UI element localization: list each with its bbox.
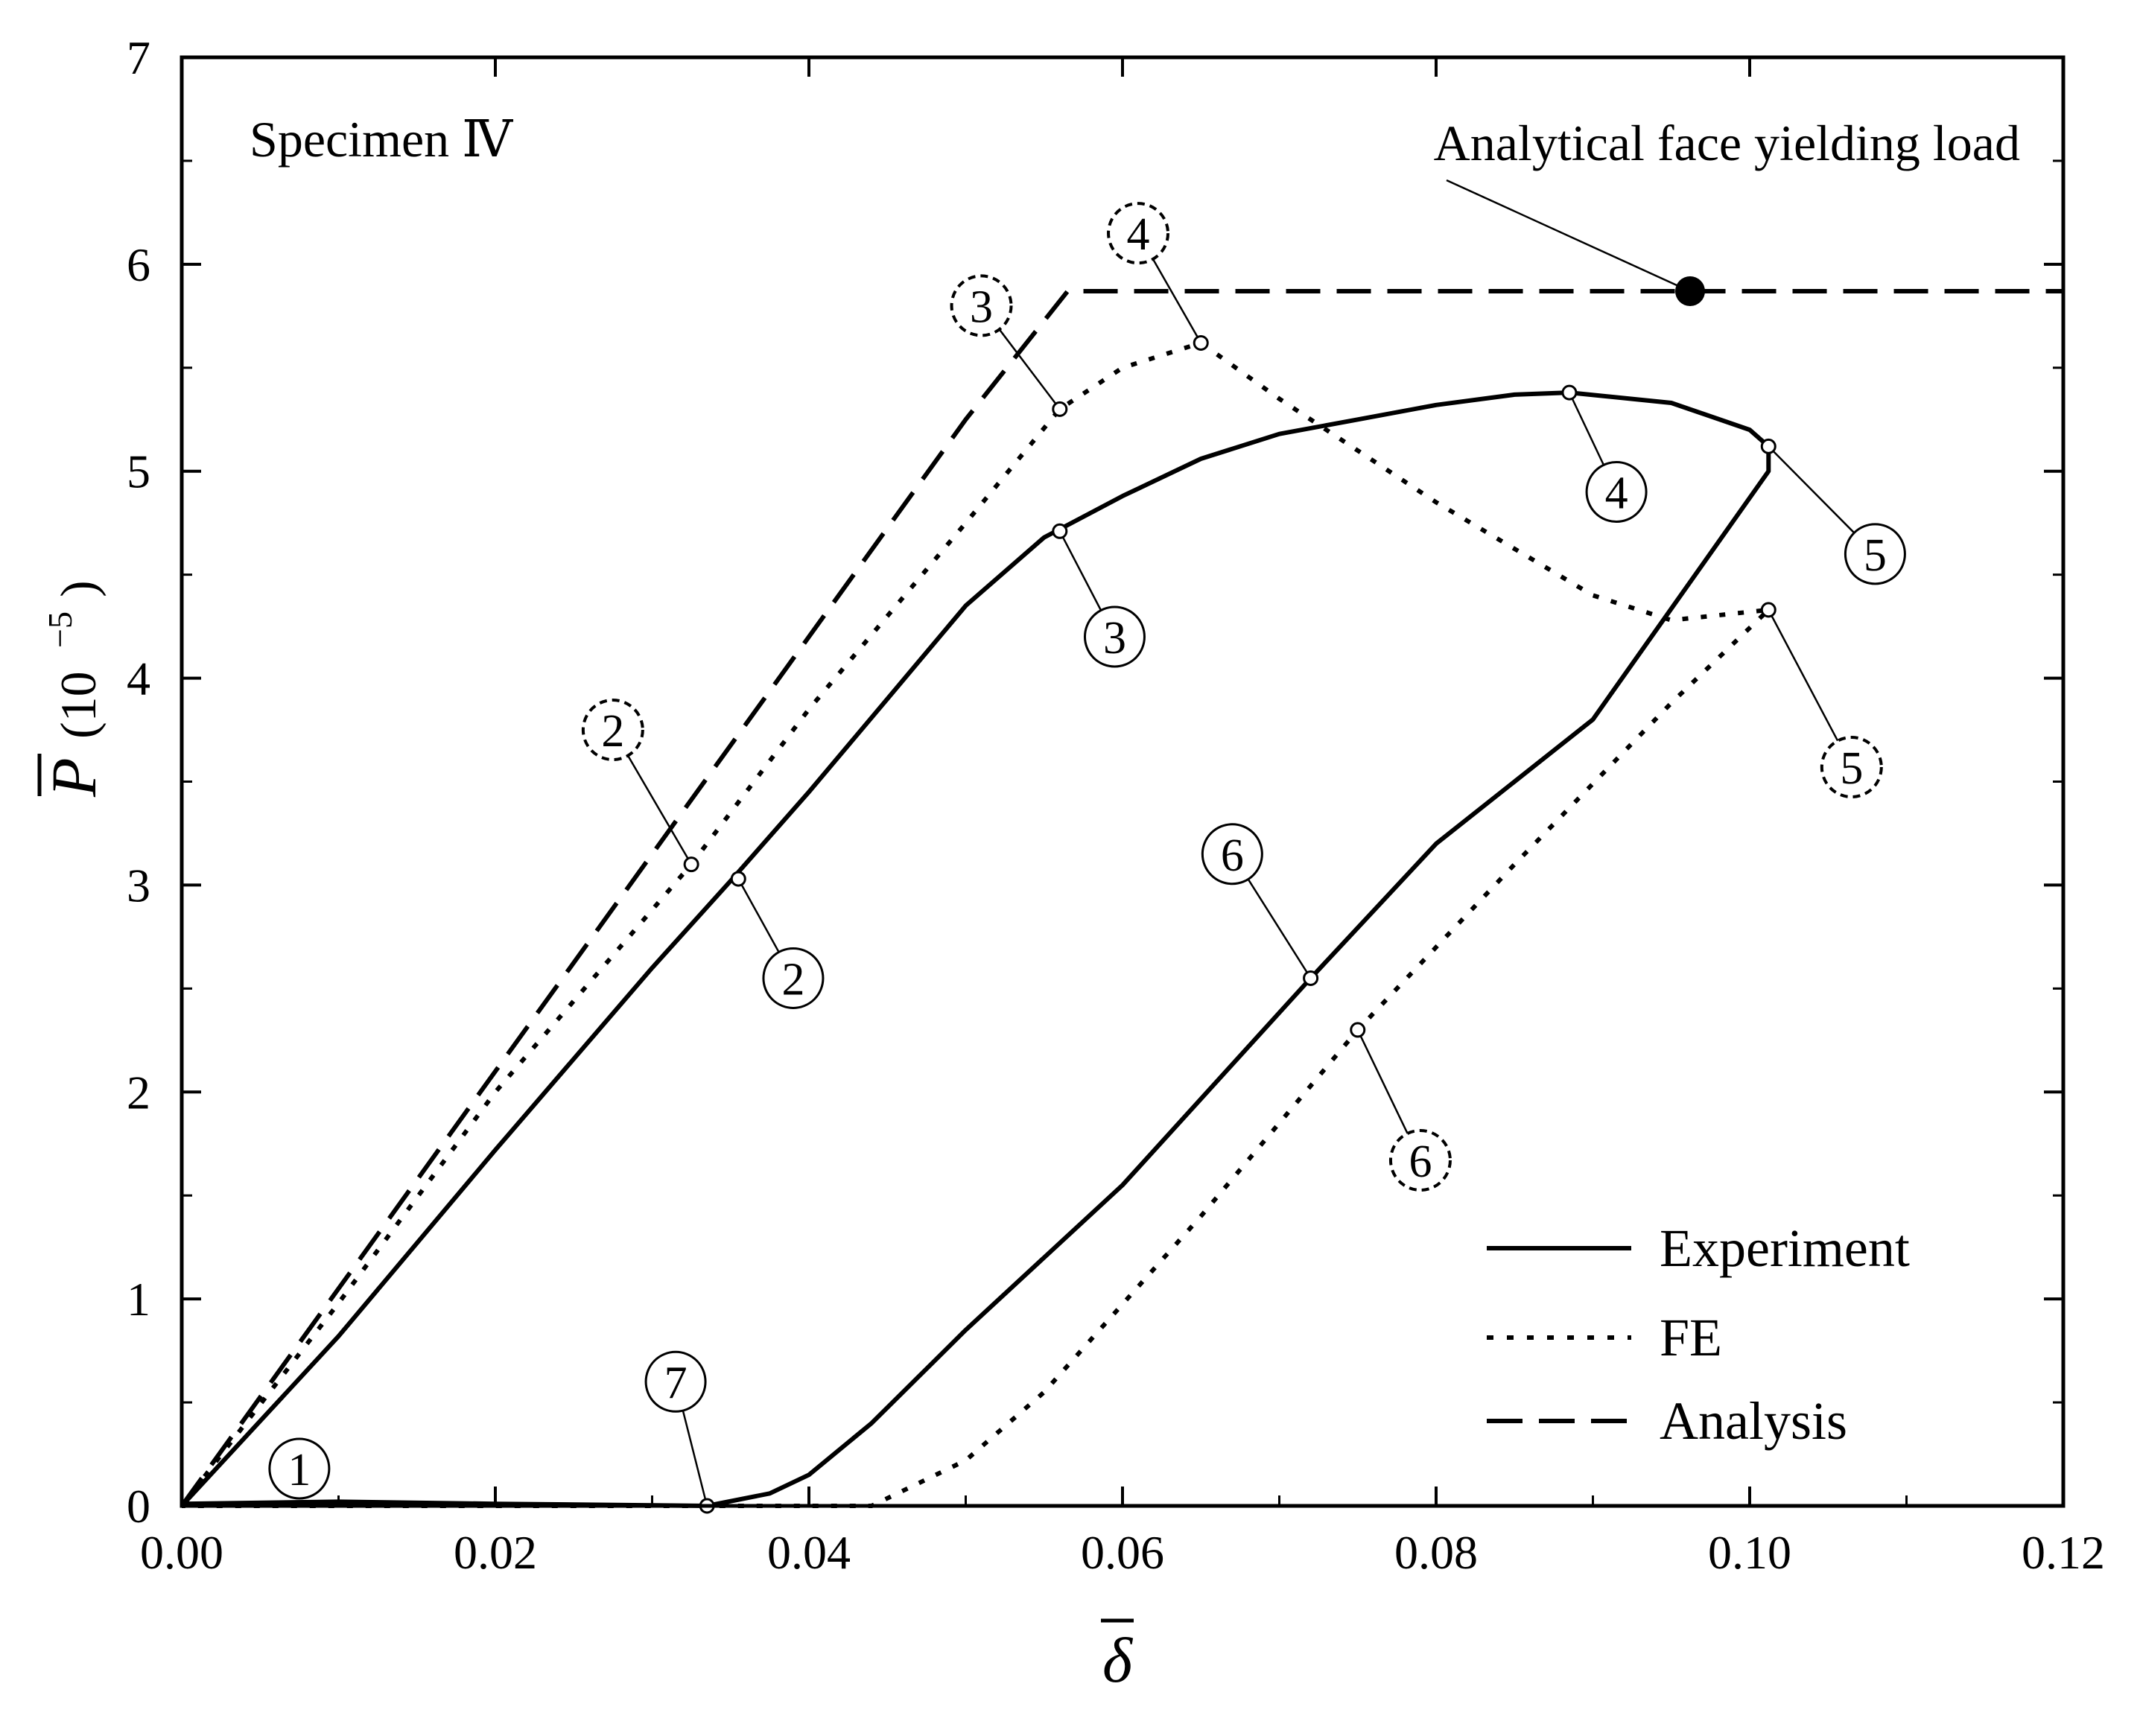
label-number-fe-4: 4 [1127, 209, 1150, 260]
label-number-experiment-5: 5 [1864, 530, 1887, 581]
label-number-experiment-2: 2 [781, 954, 804, 1005]
point-marker-fe-3 [1052, 401, 1068, 417]
y-tick-label: 1 [127, 1273, 150, 1326]
callout-line-fe-3 [998, 328, 1061, 410]
legend-label-experiment: Experiment [1660, 1218, 1910, 1278]
callout-line-experiment-5 [1768, 445, 1855, 534]
point-marker-fe-2 [683, 856, 699, 873]
y-tick-label: 6 [127, 238, 150, 291]
point-marker-experiment-4 [1561, 384, 1578, 401]
point-marker-fe-6 [1350, 1022, 1366, 1038]
x-axis-title: δ [1101, 1618, 1134, 1696]
label-circle-fe-4 [1107, 202, 1170, 265]
label-circle-fe-6 [1388, 1128, 1452, 1192]
label-circle-experiment-2 [762, 947, 825, 1009]
label-number-experiment-3: 3 [1103, 613, 1126, 664]
callout-line-fe-4 [1152, 258, 1202, 344]
series-layer [180, 289, 2063, 1508]
yield-point-marker [1675, 276, 1706, 306]
y-tick-label: 7 [127, 31, 150, 84]
x-tick-label: 0.06 [1081, 1526, 1164, 1579]
y-tick-label: 5 [127, 445, 150, 498]
label-circle-fe-3 [950, 274, 1013, 337]
x-tick-label: 0.02 [454, 1526, 537, 1579]
label-circle-experiment-1 [268, 1437, 331, 1500]
x-tick-label: 0.08 [1394, 1526, 1478, 1579]
point-marker-experiment-5 [1760, 438, 1777, 454]
x-tick-label: 0.10 [1708, 1526, 1791, 1579]
y-tick-label: 2 [127, 1066, 150, 1119]
label-circle-experiment-6 [1201, 823, 1263, 886]
callout-line-fe-6 [1356, 1029, 1409, 1134]
marker-layer: 1 2 3 4 5 6 7 2 3 4 5 6 [268, 202, 1906, 1514]
label-number-fe-2: 2 [601, 706, 624, 757]
label-circle-experiment-3 [1083, 605, 1146, 668]
point-marker-fe-5 [1760, 602, 1777, 618]
label-number-experiment-6: 6 [1221, 830, 1244, 881]
callout-line-fe-5 [1768, 609, 1839, 742]
x-tick-label: 0.04 [767, 1526, 851, 1579]
legend-label-fe: FE [1660, 1308, 1722, 1367]
y-tick-label: 0 [127, 1480, 150, 1533]
label-circle-fe-5 [1820, 736, 1883, 799]
y-axis-title-text: P [38, 757, 109, 798]
label-number-fe-3: 3 [970, 282, 993, 332]
y-axis-units-exponent: −5 [41, 611, 79, 648]
x-tick-label: 0.12 [2022, 1526, 2105, 1579]
specimen-label: Specimen Ⅳ [250, 111, 513, 168]
series-line-fe [180, 340, 1771, 1508]
y-tick-label: 4 [127, 652, 150, 705]
tick-layer: 0.00 0.02 0.04 0.06 0.08 0.10 0.12 0 1 2 3 4 5 6 7 [127, 31, 2105, 1579]
label-number-fe-5: 5 [1840, 743, 1863, 794]
point-marker-experiment-6 [1303, 970, 1319, 986]
callout-line-experiment-2 [737, 878, 780, 953]
y-axis-units-open: (10 [50, 671, 107, 739]
legend: Experiment FE Analysis [1487, 1218, 1910, 1451]
label-circle-experiment-5 [1844, 523, 1906, 585]
callout-line-experiment-3 [1058, 530, 1102, 611]
series-line-analysis [180, 289, 2063, 1507]
label-number-experiment-1: 1 [288, 1445, 311, 1495]
callout-line-fe-2 [626, 754, 693, 865]
point-marker-experiment-2 [730, 871, 746, 887]
x-tick-label: 0.00 [140, 1526, 223, 1579]
label-number-experiment-4: 4 [1605, 468, 1628, 519]
yield-load-label: Analytical face yielding load [1434, 115, 2020, 171]
y-axis-title: P (10 −5 ) [37, 580, 109, 798]
x-axis-title-text: δ [1102, 1624, 1134, 1696]
label-circle-fe-2 [581, 699, 644, 762]
callout-line-experiment-7 [682, 1410, 708, 1507]
label-number-fe-6: 6 [1409, 1136, 1432, 1187]
point-marker-fe-4 [1193, 334, 1209, 351]
callout-line-experiment-4 [1568, 392, 1605, 465]
yield-callout-line [1446, 179, 1686, 290]
series-line-experiment [180, 390, 1771, 1508]
label-circle-experiment-4 [1585, 461, 1648, 523]
y-axis-units-close: ) [50, 580, 107, 597]
label-number-experiment-7: 7 [664, 1358, 688, 1408]
y-tick-label: 3 [127, 859, 150, 912]
legend-label-analysis: Analysis [1660, 1391, 1847, 1451]
label-circle-experiment-7 [644, 1350, 707, 1413]
point-marker-experiment-3 [1052, 523, 1068, 539]
callout-line-experiment-6 [1247, 878, 1312, 979]
